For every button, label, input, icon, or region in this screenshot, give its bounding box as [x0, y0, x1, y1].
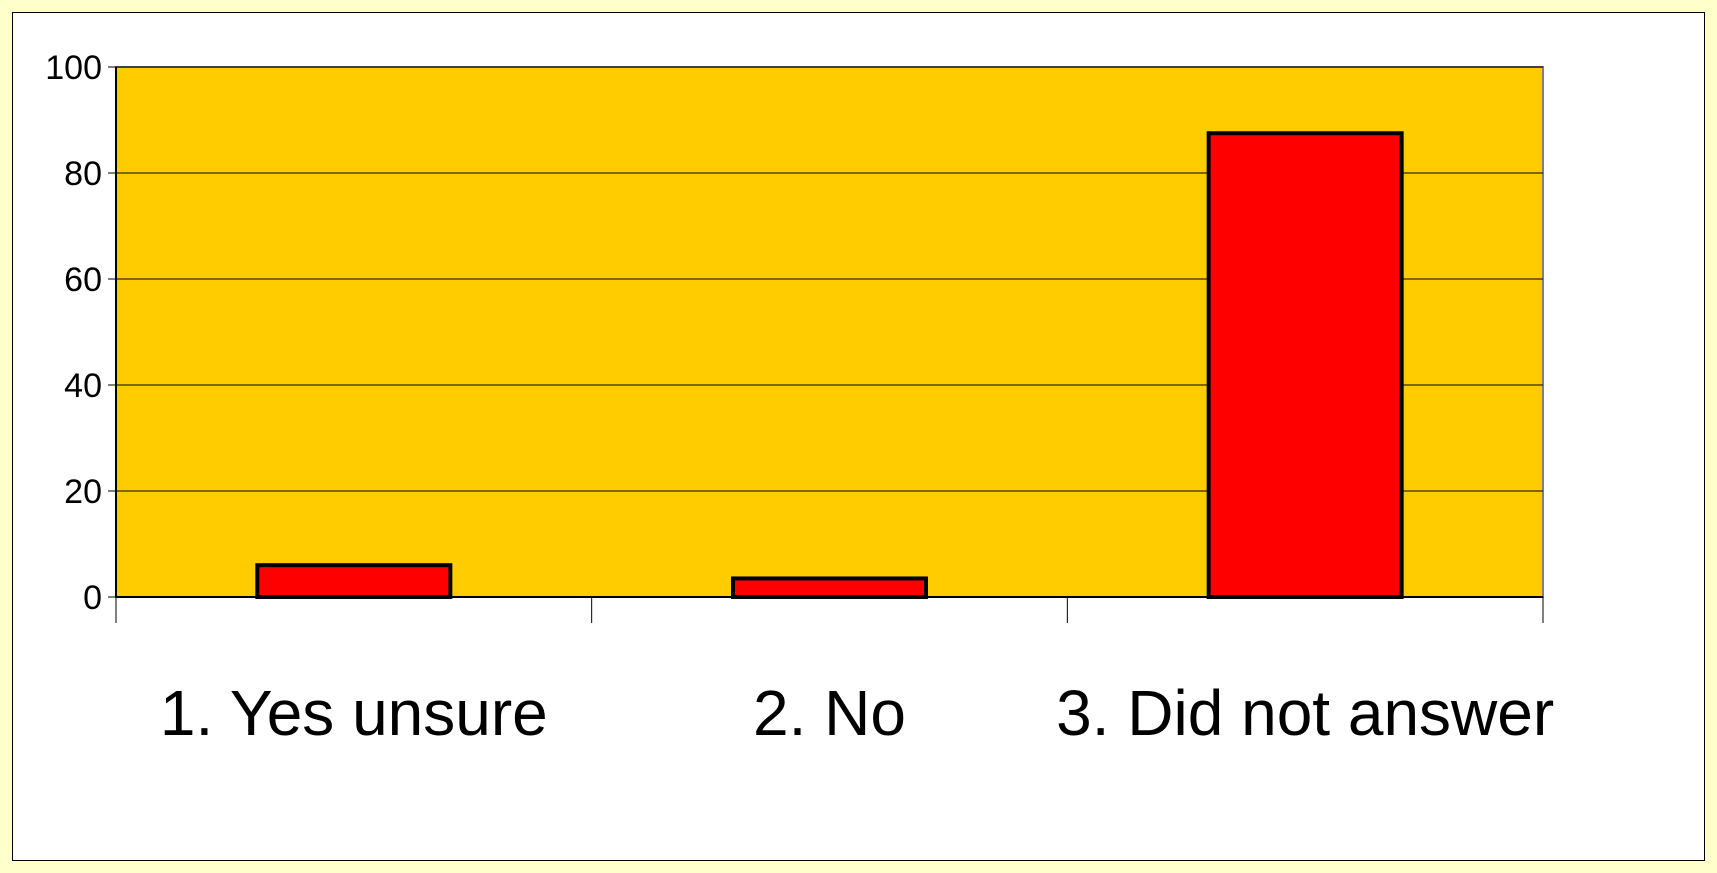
y-tick-label: 0 — [83, 579, 102, 617]
y-tick-label: 20 — [64, 473, 102, 511]
x-category-label: 1. Yes unsure — [160, 677, 548, 749]
y-tick-label: 60 — [64, 261, 102, 299]
bar — [1206, 131, 1404, 599]
x-axis-labels: 1. Yes unsure 2. No 3. Did not answer — [160, 677, 1554, 749]
axes — [115, 67, 1544, 623]
x-category-label: 2. No — [753, 677, 906, 749]
chart-panel: 0 20 40 60 80 100 1. Yes unsure 2. No 3. Did no… — [12, 12, 1705, 861]
y-tick-label: 100 — [45, 49, 102, 87]
bar-chart: 0 20 40 60 80 100 1. Yes unsure 2. No 3. Did no… — [45, 49, 1554, 749]
y-tick-label: 80 — [64, 155, 102, 193]
bar — [731, 576, 928, 600]
y-axis-ticks: 0 20 40 60 80 100 — [45, 49, 116, 617]
bar — [255, 563, 453, 600]
bars — [255, 131, 1404, 600]
y-tick-label: 40 — [64, 367, 102, 405]
x-category-label: 3. Did not answer — [1056, 677, 1554, 749]
